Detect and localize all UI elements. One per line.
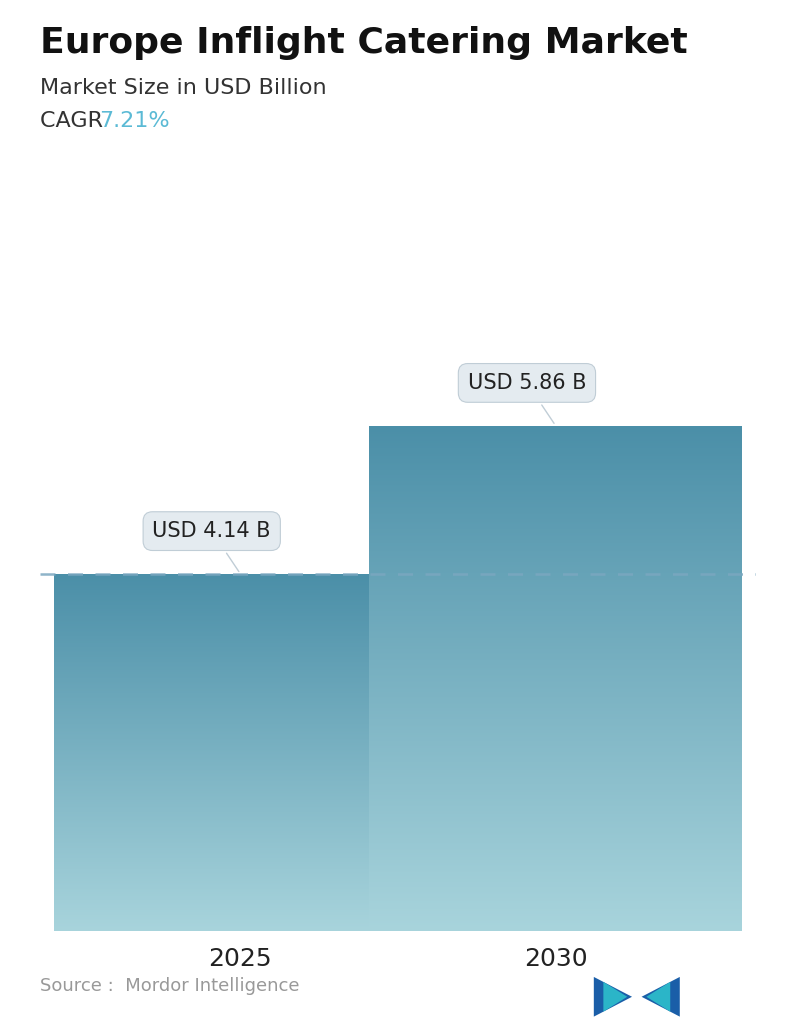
Text: CAGR: CAGR — [40, 111, 110, 130]
Polygon shape — [603, 982, 627, 1011]
Text: Source :  Mordor Intelligence: Source : Mordor Intelligence — [40, 977, 299, 995]
Text: 7.21%: 7.21% — [100, 111, 170, 130]
Polygon shape — [594, 977, 632, 1016]
Text: USD 5.86 B: USD 5.86 B — [468, 373, 586, 423]
Text: USD 4.14 B: USD 4.14 B — [153, 521, 271, 572]
Text: Europe Inflight Catering Market: Europe Inflight Catering Market — [40, 26, 688, 60]
Polygon shape — [646, 982, 670, 1011]
Text: Market Size in USD Billion: Market Size in USD Billion — [40, 78, 326, 97]
Polygon shape — [642, 977, 680, 1016]
